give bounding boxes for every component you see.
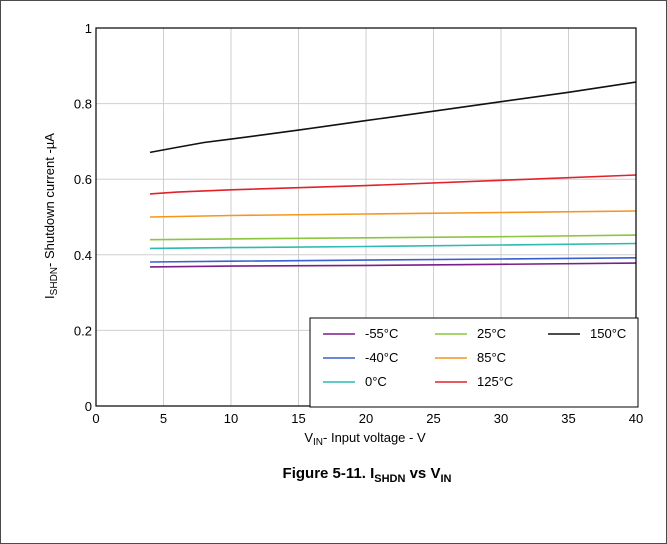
x-tick-label: 5 [160, 411, 167, 426]
legend-entry: -40°C [365, 350, 398, 365]
legend-entry: 85°C [477, 350, 506, 365]
y-axis-label-main: I [42, 295, 57, 299]
legend-entry: 25°C [477, 326, 506, 341]
x-axis-label-rest: - Input voltage - V [323, 430, 426, 445]
caption-sub-2: IN [440, 473, 451, 485]
series-line-3 [149, 234, 637, 241]
x-tick-label: 0 [92, 411, 99, 426]
caption-main: Figure 5-11. I [283, 465, 375, 482]
x-tick-label: 25 [426, 411, 440, 426]
legend-box [309, 317, 639, 408]
y-tick-label: 0.4 [74, 248, 92, 263]
series-line-2 [149, 242, 637, 250]
y-tick-label: 0.6 [74, 172, 92, 187]
y-axis-label-sub: SHDN [49, 267, 60, 295]
x-tick-label: 15 [291, 411, 305, 426]
y-tick-label: 1 [85, 21, 92, 36]
series-line-1 [149, 257, 637, 263]
legend-entry: 125°C [477, 374, 513, 389]
caption-mid: vs V [405, 465, 440, 482]
x-tick-label: 30 [494, 411, 508, 426]
x-axis-label: VIN- Input voltage - V [304, 430, 426, 448]
series-line-5 [149, 174, 637, 195]
x-tick-label: 35 [561, 411, 575, 426]
y-tick-label: 0.8 [74, 97, 92, 112]
x-axis-label-sub: IN [313, 437, 323, 448]
legend-entry: -55°C [365, 326, 398, 341]
legend-entry: 0°C [365, 374, 387, 389]
series-line-0 [149, 262, 637, 268]
y-axis-label: ISHDN- Shutdown current -µA [42, 133, 60, 299]
y-axis-label-rest: - Shutdown current -µA [42, 133, 57, 267]
y-tick-labels: 0 0.2 0.4 0.6 0.8 1 [74, 21, 92, 414]
x-tick-label: 40 [629, 411, 643, 426]
y-tick-label: 0.2 [74, 323, 92, 338]
caption-sub-1: SHDN [374, 473, 405, 485]
y-tick-label: 0 [85, 399, 92, 414]
x-tick-label: 10 [224, 411, 238, 426]
legend: -55°C -40°C 0°C 25°C 85°C 125°C 150°C [309, 317, 639, 408]
x-tick-labels: 0 5 10 15 20 25 30 35 40 [92, 411, 643, 426]
figure-caption: Figure 5-11. ISHDN vs VIN [283, 465, 452, 485]
series-lines [149, 81, 637, 268]
series-line-4 [149, 210, 637, 218]
x-axis-label-main: V [304, 430, 313, 445]
legend-entry: 150°C [590, 326, 626, 341]
x-tick-label: 20 [359, 411, 373, 426]
series-line-6 [149, 81, 637, 154]
